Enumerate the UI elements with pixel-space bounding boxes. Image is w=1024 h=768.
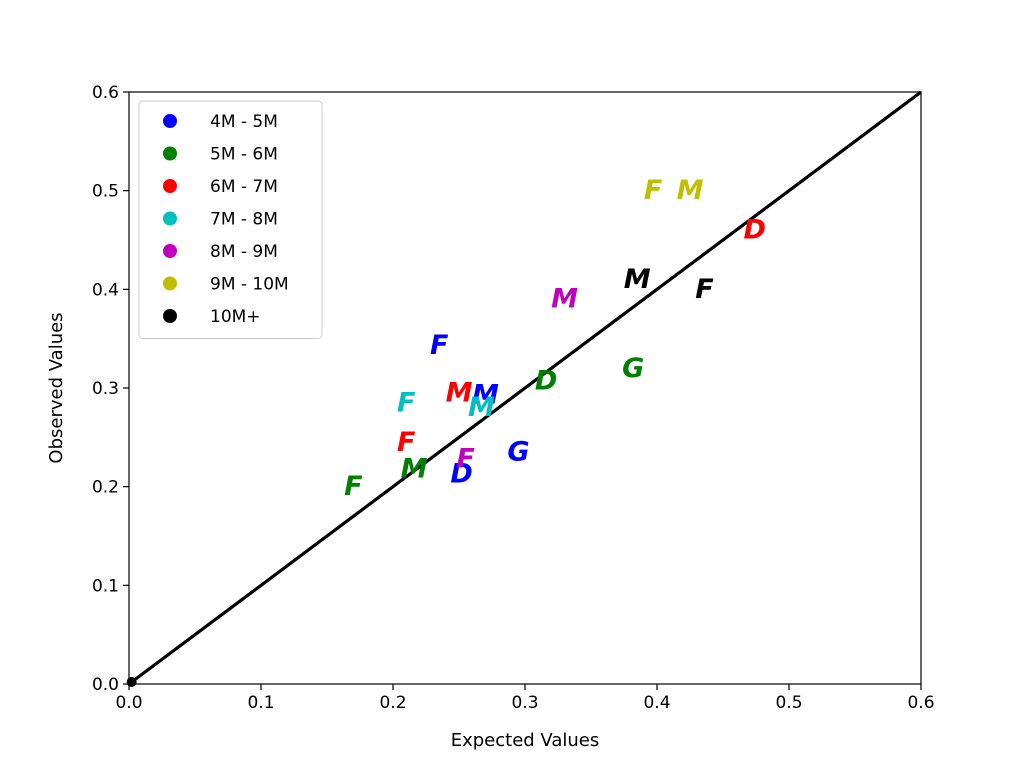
data-point-marker: M [401, 453, 428, 484]
legend-label: 7M - 8M [210, 210, 278, 230]
y-tick-label: 0.6 [92, 83, 119, 103]
data-point-marker: D [743, 215, 765, 246]
legend-marker [163, 244, 177, 258]
data-point-marker: M [472, 379, 499, 410]
x-axis-label: Expected Values [451, 730, 600, 751]
legend-label: 5M - 6M [210, 145, 278, 165]
x-tick-label: 0.3 [511, 693, 538, 713]
data-point-marker: D [535, 366, 557, 397]
legend-marker [163, 146, 177, 161]
reference-line [128, 90, 922, 686]
x-tick-label: 0.5 [775, 693, 802, 713]
x-tick-label: 0.2 [379, 693, 406, 713]
legend-label: 4M - 5M [210, 112, 278, 132]
data-point-marker: F [397, 427, 416, 458]
legend-marker [163, 179, 177, 193]
x-tick-label: 0.4 [643, 693, 670, 713]
y-axis-label: Observed Values [46, 312, 67, 463]
data-point-marker: F [430, 330, 449, 361]
data-point-marker: F [695, 274, 714, 305]
data-point-marker: M [446, 377, 473, 408]
data-point-marker: M [677, 175, 704, 206]
x-tick-label: 0.0 [115, 693, 142, 713]
x-tick-label: 0.1 [247, 693, 274, 713]
legend-marker [163, 114, 177, 128]
data-point-marker: F [456, 444, 475, 475]
legend-label: 6M - 7M [210, 177, 278, 197]
data-point-marker: F [397, 387, 416, 418]
y-tick-label: 0.3 [92, 379, 119, 399]
data-point-marker: D [450, 458, 472, 489]
data-point-marker: F [344, 471, 363, 502]
legend: 4M - 5M 5M - 6M 6M - 7M 7M - 8M 8M - 9M 9M - … [138, 100, 323, 339]
y-tick-label: 0.0 [92, 675, 119, 695]
data-point-marker: G [622, 353, 644, 384]
data-point-marker: F [644, 175, 663, 206]
data-point-marker: M [551, 284, 578, 315]
data-point-marker: M [468, 392, 495, 423]
legend-marker [163, 211, 177, 226]
y-tick-label: 0.2 [92, 478, 119, 498]
legend-box [138, 100, 323, 339]
legend-label: 9M - 10M [210, 275, 289, 295]
y-tick-label: 0.1 [92, 576, 119, 596]
legend-marker [163, 309, 177, 323]
y-tick-label: 0.5 [92, 182, 119, 202]
legend-label: 8M - 9M [210, 242, 278, 262]
data-point-marker: M [624, 264, 651, 295]
y-tick-label: 0.4 [92, 280, 119, 300]
data-point-dot [126, 677, 137, 688]
x-tick-label: 0.6 [907, 693, 934, 713]
data-point-marker: G [507, 437, 529, 468]
legend-label: 10M+ [210, 307, 261, 327]
legend-marker [163, 276, 177, 291]
